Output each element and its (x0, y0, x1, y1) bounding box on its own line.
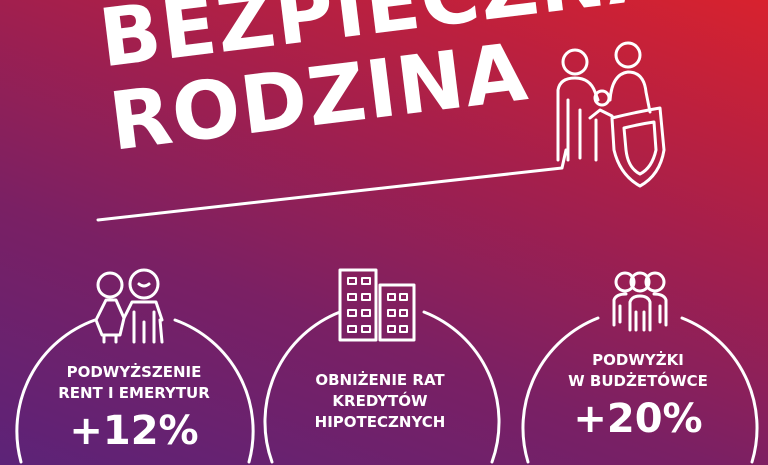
benefit-value: +20% (573, 396, 703, 442)
benefit-label: PODWYŻKI (592, 351, 684, 369)
benefit-label: PODWYŻSZENIE (66, 363, 202, 381)
headline-underline (96, 148, 568, 222)
benefit-label: KREDYTÓW (332, 392, 428, 410)
family-shield-icon (556, 41, 666, 188)
circle-frame-1 (15, 318, 255, 464)
benefit-pensions: PODWYŻSZENIE RENT I EMERYTUR +12% (24, 362, 244, 454)
circle-frame-3 (521, 316, 759, 464)
circle-frame-2 (263, 310, 501, 464)
elderly-couple-icon (94, 268, 164, 344)
buildings-icon (338, 268, 416, 342)
benefit-label: OBNIŻENIE RAT (315, 371, 445, 389)
benefit-mortgage: OBNIŻENIE RAT KREDYTÓW HIPOTECZNYCH (270, 370, 490, 433)
benefit-label: HIPOTECZNYCH (314, 413, 446, 431)
benefit-label: RENT I EMERYTUR (58, 384, 210, 402)
benefit-label: W BUDŻETÓWCE (568, 372, 708, 390)
benefit-value: +12% (69, 408, 199, 454)
benefit-public-sector: PODWYŻKI W BUDŻETÓWCE +20% (528, 350, 748, 442)
people-group-icon (612, 271, 668, 332)
